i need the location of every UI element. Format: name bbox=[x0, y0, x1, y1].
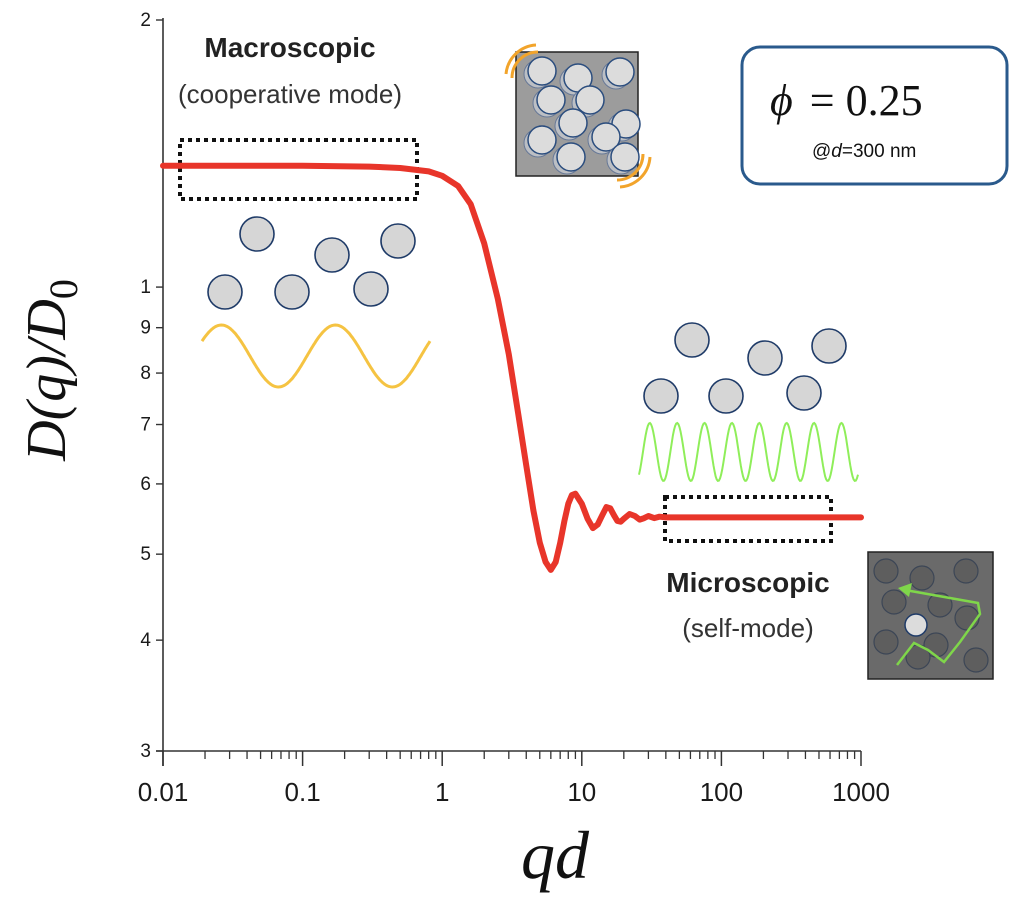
y-tick-label: 6 bbox=[140, 474, 151, 495]
particle bbox=[873, 558, 899, 584]
x-axis-title: qd bbox=[521, 817, 590, 893]
particle bbox=[575, 85, 605, 115]
orange-arc-icon bbox=[504, 43, 537, 75]
x-tick-label: 100 bbox=[700, 777, 743, 807]
macroscopic-annotation: Macroscopic (cooperative mode) bbox=[178, 32, 432, 389]
phi-legend: ϕ = 0.25 @d=300 nm bbox=[740, 45, 1009, 186]
diameter-condition: @d=300 nm bbox=[812, 141, 916, 162]
particle bbox=[591, 122, 621, 152]
microscopic-title: Microscopic bbox=[666, 567, 829, 598]
particle bbox=[605, 57, 635, 87]
condition-var: d bbox=[831, 141, 843, 162]
y-ticks: 2 1 9 8 7 6 5 4 3 bbox=[140, 10, 163, 762]
x-tick-label: 10 bbox=[567, 777, 596, 807]
y-tick-label: 5 bbox=[140, 544, 151, 565]
y-tick-label: 1 bbox=[140, 277, 151, 298]
y-axis-title-main: D(q)/D bbox=[16, 299, 78, 462]
x-tick-label: 1000 bbox=[832, 777, 890, 807]
tracer-particle bbox=[904, 613, 928, 637]
y-tick-label: 2 bbox=[140, 10, 151, 31]
particle bbox=[207, 274, 243, 310]
phi-legend-box bbox=[740, 45, 1009, 186]
microscopic-annotation: Microscopic (self-mode) bbox=[638, 322, 994, 680]
particle bbox=[954, 605, 980, 631]
particle bbox=[353, 271, 389, 307]
particle bbox=[927, 592, 953, 618]
y-tick-label: 4 bbox=[140, 630, 151, 651]
cooperative-motion-illustration bbox=[504, 43, 652, 189]
y-tick-label: 7 bbox=[140, 415, 151, 436]
x-tick-label: 0.1 bbox=[285, 777, 321, 807]
particle bbox=[610, 142, 640, 172]
self-particles bbox=[873, 558, 989, 673]
particle bbox=[909, 565, 935, 591]
orange-arc-icon bbox=[510, 50, 539, 79]
phi-symbol: ϕ bbox=[770, 76, 793, 125]
y-tick-label: 9 bbox=[140, 318, 151, 339]
particle bbox=[558, 108, 588, 138]
particle bbox=[786, 375, 822, 411]
particle bbox=[527, 56, 557, 86]
random-walk-path bbox=[896, 588, 982, 666]
particle bbox=[674, 322, 710, 358]
orange-arc-icon bbox=[616, 153, 645, 182]
particle bbox=[380, 223, 416, 259]
particle bbox=[708, 378, 744, 414]
particle bbox=[536, 85, 566, 115]
y-tick-label: 8 bbox=[140, 363, 151, 384]
y-tick-label: 3 bbox=[140, 741, 151, 762]
self-diffusion-illustration bbox=[867, 551, 994, 680]
particle bbox=[873, 629, 899, 655]
particle bbox=[811, 328, 847, 364]
microscopic-subtitle: (self-mode) bbox=[682, 613, 813, 643]
axes: 2 1 9 8 7 6 5 4 3 0.01 0.1 1 10 100 1000 bbox=[138, 10, 890, 807]
micro-particles bbox=[643, 322, 847, 414]
y-axis-title: D(q)/D0 bbox=[16, 279, 86, 462]
x-tick-label: 0.01 bbox=[138, 777, 189, 807]
orange-arc-icon bbox=[619, 156, 652, 189]
x-tick-label: 1 bbox=[435, 777, 449, 807]
condition-prefix: @ bbox=[812, 141, 831, 162]
coop-particles bbox=[523, 56, 641, 175]
macroscopic-subtitle: (cooperative mode) bbox=[178, 79, 402, 109]
y-axis-title-subscript: 0 bbox=[41, 279, 86, 299]
particle bbox=[963, 647, 989, 673]
short-wavelength-wave bbox=[638, 421, 859, 483]
particle bbox=[274, 274, 310, 310]
long-wavelength-wave bbox=[200, 323, 432, 389]
condition-value: =300 nm bbox=[842, 141, 916, 162]
macroscopic-title: Macroscopic bbox=[204, 32, 375, 63]
arrow-head-icon bbox=[898, 583, 912, 597]
particle bbox=[747, 340, 783, 376]
particle bbox=[314, 237, 350, 273]
macro-particles bbox=[207, 216, 416, 310]
phi-value: ϕ = 0.25 bbox=[770, 76, 923, 125]
particle bbox=[643, 378, 679, 414]
phi-equals: = 0.25 bbox=[810, 76, 923, 125]
particle bbox=[881, 589, 907, 615]
particle bbox=[953, 558, 979, 584]
series-line-d-over-d0 bbox=[160, 162, 864, 573]
x-ticks: 0.01 0.1 1 10 100 1000 bbox=[138, 751, 890, 807]
particle bbox=[556, 142, 586, 172]
particle bbox=[527, 125, 557, 155]
particle bbox=[239, 216, 275, 252]
